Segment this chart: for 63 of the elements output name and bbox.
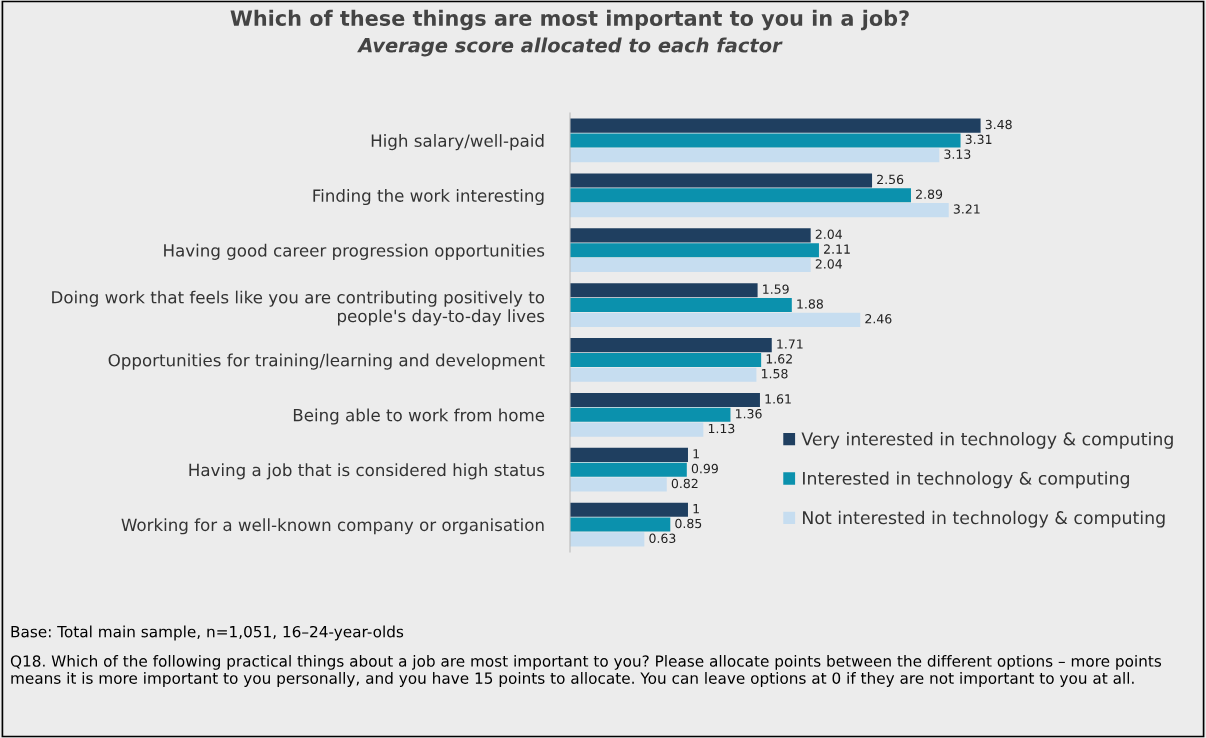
bar	[570, 312, 861, 327]
data-label: 1.36	[736, 408, 762, 419]
y-tick-label: Being able to work from home	[293, 408, 545, 425]
bar	[570, 283, 758, 298]
bar	[570, 502, 688, 517]
legend-label: Interested in technology & computing	[803, 471, 1129, 489]
data-label: 2.04	[815, 259, 842, 269]
data-label: 1.59	[763, 284, 789, 294]
data-label: 3.13	[944, 149, 971, 159]
chart-title: Which of these things are most important to you in a job?	[230, 9, 909, 31]
data-label: 1.58	[761, 368, 788, 379]
legend-label: Not interested in technology & computing	[803, 510, 1165, 528]
bar	[570, 133, 961, 148]
data-label: 1	[693, 449, 699, 459]
data-label: 1.13	[708, 423, 735, 434]
y-tick-label: High salary/well-paid	[371, 134, 544, 151]
bar	[570, 243, 819, 258]
bar	[570, 532, 645, 547]
y-tick-label: Opportunities for training/learning and development	[108, 353, 545, 370]
bar	[570, 148, 940, 163]
y-tick-label: Doing work that feels like you are contributing positively to people's day-to-day lives	[52, 290, 545, 326]
data-label: 0.63	[649, 533, 676, 544]
data-label: 2.56	[877, 174, 904, 185]
chart-subtitle: Average score allocated to each factor	[357, 37, 783, 57]
y-tick-label: Finding the work interesting	[313, 188, 544, 206]
y-tick-label: Working for a well-known company or organisation	[121, 518, 544, 535]
data-label: 1	[693, 504, 699, 514]
data-label: 0.85	[675, 518, 702, 529]
legend-label: Very interested in technology & computing	[801, 432, 1173, 449]
bar	[570, 447, 688, 462]
data-label: 2.11	[824, 244, 850, 254]
bar	[570, 367, 757, 382]
data-label: 2.04	[815, 229, 842, 239]
y-tick-label: Having good career progression opportunities	[164, 243, 545, 260]
bar	[570, 407, 731, 422]
data-label: 1.61	[765, 394, 791, 404]
data-label: 1.62	[766, 354, 792, 364]
data-label: 3.48	[985, 119, 1012, 130]
bar	[570, 422, 704, 437]
data-label: 2.89	[916, 189, 943, 199]
bar	[570, 188, 911, 203]
bar	[570, 173, 873, 188]
data-label: 0.99	[691, 463, 718, 474]
data-label: 3.21	[953, 204, 980, 214]
data-label: 1.71	[777, 339, 803, 349]
bar	[570, 517, 671, 532]
bar	[570, 338, 772, 353]
data-label: 1.88	[797, 299, 823, 309]
text: Base: Total main sample, n=1,051, 16–24-year-olds	[11, 625, 404, 641]
data-label: 2.46	[865, 314, 892, 324]
bar	[570, 257, 811, 273]
y-tick-label: Having a job that is considered high status	[189, 463, 545, 480]
text: Q18. Which of the following practical things about a job are most important to you? Please allocate points between the different options – more points means it is more important to you personally, and you have 15 points to allocate. You can leave options at 0 if they are not important to you at all.	[10, 655, 1162, 687]
data-label: 3.31	[965, 134, 992, 145]
bar	[570, 477, 667, 492]
bar	[570, 298, 792, 313]
bar	[570, 462, 687, 477]
bar	[570, 228, 811, 243]
bar	[570, 392, 760, 408]
bar	[570, 118, 981, 133]
bar	[570, 352, 762, 367]
data-label: 0.82	[671, 478, 698, 489]
bar	[570, 203, 949, 218]
